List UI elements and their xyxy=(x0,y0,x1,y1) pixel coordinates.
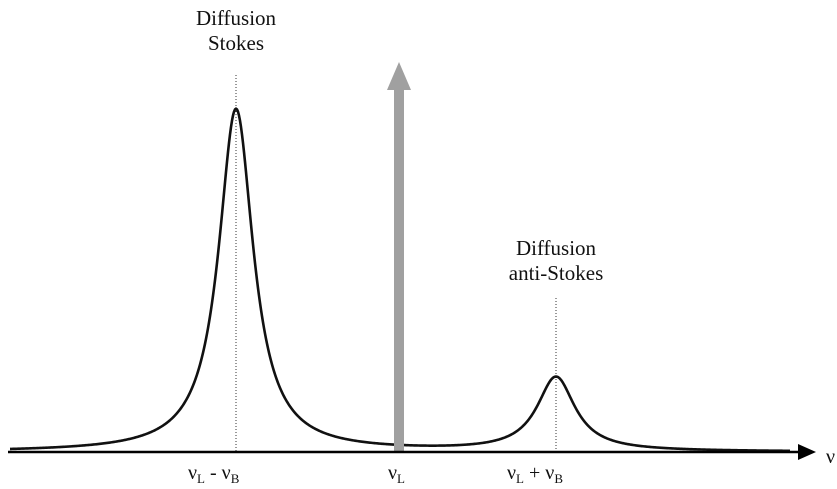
tick-laser-nu: ν xyxy=(388,462,398,484)
tick-stokes-op: - xyxy=(205,462,222,484)
tick-stokes-sub2: B xyxy=(230,471,240,486)
tick-anti-stokes: νL + νB xyxy=(507,462,563,486)
laser-line-arrow xyxy=(387,62,411,452)
tick-anti-stokes-op: + xyxy=(524,462,546,484)
tick-stokes: νL - νB xyxy=(188,462,240,486)
tick-laser: νL xyxy=(388,462,405,486)
tick-stokes-nu2: ν xyxy=(221,462,231,484)
tick-stokes-nu: ν xyxy=(188,462,198,484)
tick-laser-sub1: L xyxy=(397,471,405,486)
tick-anti-stokes-nu: ν xyxy=(507,462,517,484)
anti-stokes-label-line2: anti-Stokes xyxy=(508,261,604,285)
tick-anti-stokes-sub1: L xyxy=(516,471,524,486)
stokes-label-line2: Stokes xyxy=(207,31,264,55)
tick-anti-stokes-sub2: B xyxy=(554,471,563,486)
stokes-label-line1: Diffusion xyxy=(195,6,277,30)
tick-anti-stokes-nu2: ν xyxy=(545,462,555,484)
anti-stokes-peak-label: Diffusion anti-Stokes xyxy=(491,236,621,286)
stokes-peak-label: Diffusion Stokes xyxy=(186,6,286,56)
tick-stokes-sub1: L xyxy=(197,471,205,486)
axis-label: ν xyxy=(826,446,836,468)
anti-stokes-label-line1: Diffusion xyxy=(515,236,597,260)
frequency-axis xyxy=(8,444,816,460)
